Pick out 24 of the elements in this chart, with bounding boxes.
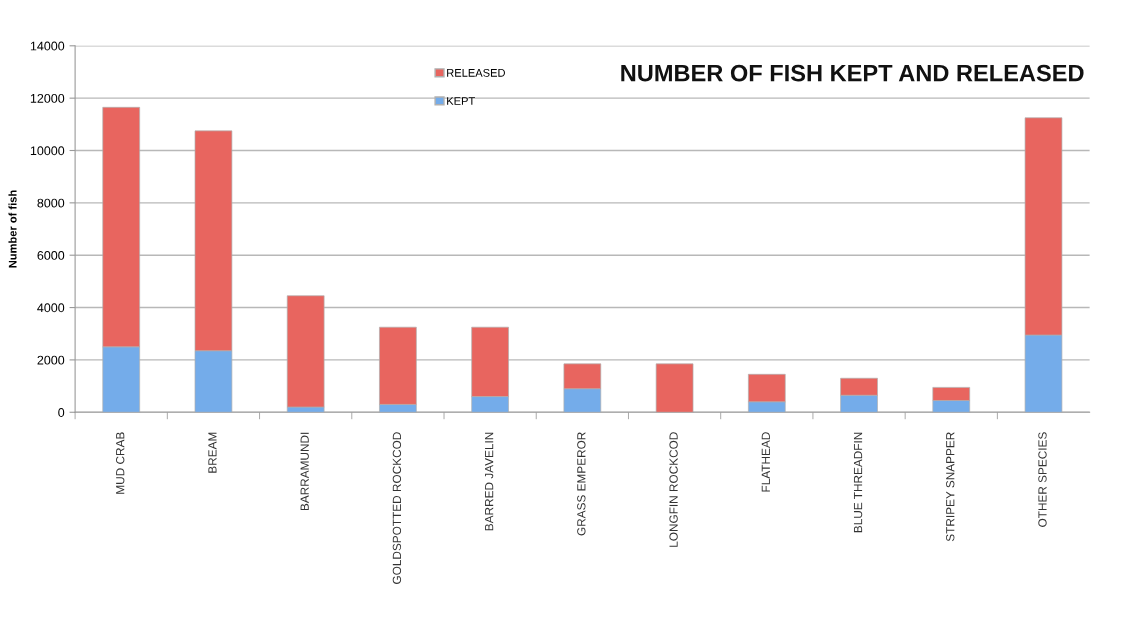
x-tick-label: BARRED JAVELIN [485,432,494,531]
x-tick-label: STRIPEY SNAPPER [946,432,955,542]
y-tick-label: 6000 [37,251,65,260]
legend-label: KEPT [447,97,475,105]
y-tick-label: 12000 [30,93,65,103]
x-tick-label: BARRAMUNDI [300,432,309,511]
y-tick-label: 8000 [37,198,65,208]
y-axis-title: Number of fish [8,190,17,268]
x-tick-label: LONGFIN ROCKCOD [669,432,678,547]
y-tick-label: 14000 [30,41,65,51]
x-tick-label: OTHER SPECIES [1038,432,1047,527]
y-tick-label: 4000 [37,303,65,313]
y-tick-label: 2000 [37,355,65,365]
text: NUMBER OF FISH KEPT AND RELEASED [621,64,1084,82]
x-tick-label: FLATHEAD [761,432,770,492]
x-tick-label: BLUE THREADFIN [853,432,863,533]
x-tick-label: BREAM [208,432,217,473]
legend-label: RELEASED [447,68,505,77]
y-tick-label: 10000 [30,146,65,156]
x-tick-label: GOLDSPOTTED ROCKCOD [392,432,402,584]
x-tick-label: MUD CRAB [116,432,125,494]
bar [655,363,694,413]
y-tick-label: 0 [58,408,65,417]
x-tick-label: GRASS EMPEROR [577,432,586,536]
